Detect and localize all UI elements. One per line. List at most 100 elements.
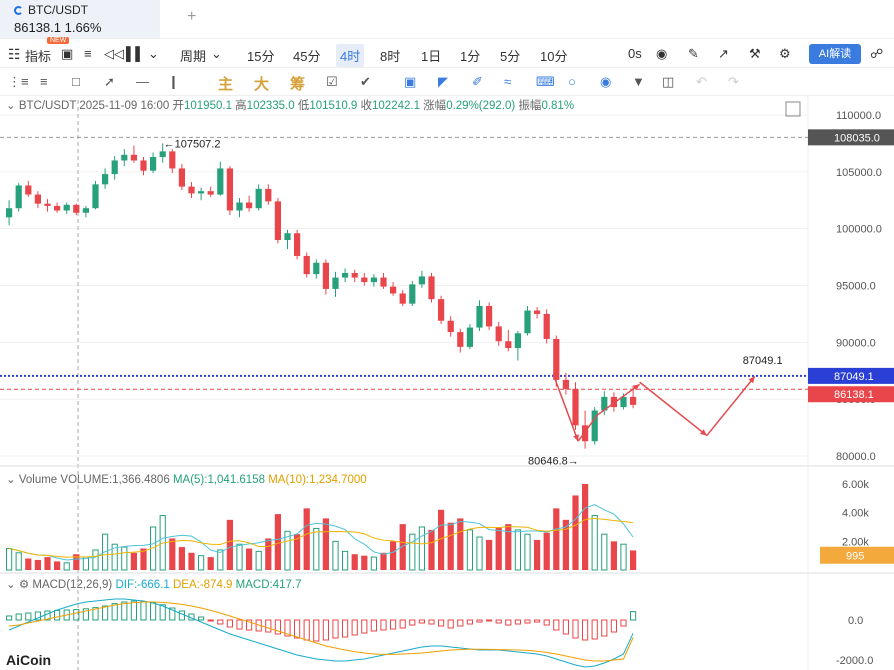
chart-type-icon[interactable]: ≡ [84, 46, 92, 61]
filter-icon[interactable]: ▼ [632, 74, 645, 89]
candle-body [620, 396, 627, 408]
tools-icon[interactable]: ⚒ [749, 46, 761, 61]
candle-body [409, 284, 416, 304]
settings-icon[interactable]: ⚙ [779, 46, 791, 61]
volume-bar [121, 546, 128, 571]
volume-bar [188, 552, 195, 570]
volume-bar [572, 495, 579, 570]
candle-body [73, 204, 80, 213]
redo-icon[interactable]: ↷ [728, 74, 739, 89]
macd-histogram-bar [303, 619, 310, 641]
trendline-icon[interactable]: ➚ [104, 74, 115, 89]
candle-body [361, 277, 368, 283]
lock-draw-icon[interactable]: ☑ [326, 74, 338, 89]
volume-bar [505, 524, 512, 570]
candle-body [630, 396, 637, 405]
layout-icon[interactable]: ☷ [8, 46, 21, 62]
projection-segment [706, 375, 756, 437]
price-tick-label: 105000.0 [836, 167, 882, 179]
interval-5m[interactable]: 5分 [500, 49, 521, 64]
fullscreen-icon[interactable]: ☍ [870, 46, 884, 61]
candle-body [246, 202, 253, 209]
interval-1d[interactable]: 1日 [421, 49, 442, 64]
candle-body [44, 203, 51, 206]
main-force-button[interactable]: 主 [218, 76, 234, 93]
list-icon[interactable]: ≡ [40, 74, 48, 89]
macd-histogram-bar [476, 619, 483, 623]
volume-bar [73, 554, 80, 570]
collapse-chevron-icon[interactable]: ⌄ [6, 100, 16, 112]
chips-button[interactable]: 筹 [290, 76, 306, 93]
projection-arrow-head [748, 376, 755, 384]
macd-histogram-bar [121, 601, 128, 621]
volume-bar [332, 540, 339, 571]
lock-icon[interactable]: ⌨ [536, 74, 555, 89]
macd-histogram-bar [399, 619, 406, 629]
rectangle-icon[interactable]: □ [72, 74, 80, 89]
text-tool-icon[interactable]: ○ [568, 74, 576, 89]
candle-body [591, 410, 598, 442]
interval-toolbar: ☷ 指标 NEW ▣ ≡ ◁◁ ▌▌ ⌄ 周期 ⌄ 15分 45分 4时 8时 … [0, 37, 894, 68]
pattern-icon[interactable]: ≈ [504, 74, 512, 89]
period-selector[interactable]: 周期 [180, 49, 207, 64]
interval-10m[interactable]: 10分 [540, 49, 568, 64]
bars-icon[interactable]: ▌▌ [126, 46, 145, 61]
interval-8h[interactable]: 8时 [380, 49, 401, 64]
candle-body [313, 262, 320, 275]
low-annotation: 80646.8→ [528, 456, 579, 468]
interval-45m[interactable]: 45分 [293, 49, 321, 64]
camera-icon[interactable]: ◉ [656, 46, 668, 61]
menu-icon[interactable]: ⋮≡ [8, 74, 29, 89]
amp-value: 0.81% [541, 100, 575, 112]
export-icon[interactable]: ↗ [718, 46, 729, 61]
macd-bell-icon[interactable]: ⚙ [18, 579, 30, 591]
macd-histogram-bar [226, 619, 234, 628]
interval-15m[interactable]: 15分 [247, 49, 275, 64]
vline-icon[interactable]: ❙ [168, 74, 179, 89]
price-tag [808, 386, 894, 403]
volume-bar [351, 554, 358, 570]
volume-bar [265, 538, 272, 570]
volume-collapse-icon[interactable]: ⌄ [6, 474, 16, 486]
big-order-button[interactable]: 大 [254, 76, 270, 93]
candle-body [207, 191, 214, 195]
drawing-toolbar: ⋮≡ ≡ □ ➚ — ❙ 主 大 筹 ☑ ✔ ▣ ◤ ✐ ≈ ⌨ ○ ◉ ▼ ◫… [0, 68, 894, 96]
interval-4h[interactable]: 4时 [336, 44, 365, 67]
macd-histogram-bar [6, 615, 13, 621]
replay-icon[interactable]: ◁◁ [104, 46, 124, 61]
ruler-icon[interactable]: ◤ [438, 74, 448, 89]
candle-body [495, 326, 502, 342]
drawn-arrow-segment [577, 414, 598, 442]
calendar-icon[interactable]: ▣ [61, 46, 74, 61]
macd-histogram-bar [265, 619, 272, 633]
magnet-icon[interactable]: ✔ [360, 74, 371, 89]
eye-icon[interactable]: ◉ [600, 74, 612, 89]
macd-value: MACD:417.7 [235, 579, 302, 591]
macd-histogram-bar [562, 619, 569, 635]
ai-analysis-button[interactable]: AI解读 [809, 44, 861, 64]
select-tool-icon[interactable]: ▣ [404, 74, 417, 89]
macd-histogram-bar [428, 619, 435, 625]
candle-body [82, 208, 89, 213]
info-symbol: BTC/USDT [18, 100, 77, 112]
volume-ma10: MA(10):1,234.7000 [268, 474, 367, 486]
add-tab-button[interactable]: + [187, 8, 197, 25]
hline-icon[interactable]: — [136, 74, 149, 89]
pen-icon[interactable]: ✎ [688, 46, 699, 61]
brush-icon[interactable]: ✐ [472, 74, 483, 89]
trash-icon[interactable]: ◫ [662, 74, 675, 89]
indicator-button[interactable]: 指标 [25, 49, 52, 64]
macd-collapse-icon[interactable]: ⌄ [6, 579, 16, 591]
macd-histogram-bar [34, 611, 41, 621]
macd-histogram-bar [15, 613, 22, 621]
volume-bar [361, 555, 368, 570]
period-chevron-icon[interactable]: ⌄ [211, 46, 222, 61]
interval-1m[interactable]: 1分 [460, 49, 481, 64]
chevron-down-icon[interactable]: ⌄ [148, 46, 159, 61]
new-badge: NEW [47, 37, 70, 44]
undo-icon[interactable]: ↶ [696, 74, 707, 89]
symbol-tab[interactable]: BTC/USDT 86138.1 1.66% [0, 0, 160, 38]
macd-histogram-bar [207, 619, 214, 622]
macd-dif: DIF:-666.1 [115, 579, 170, 591]
